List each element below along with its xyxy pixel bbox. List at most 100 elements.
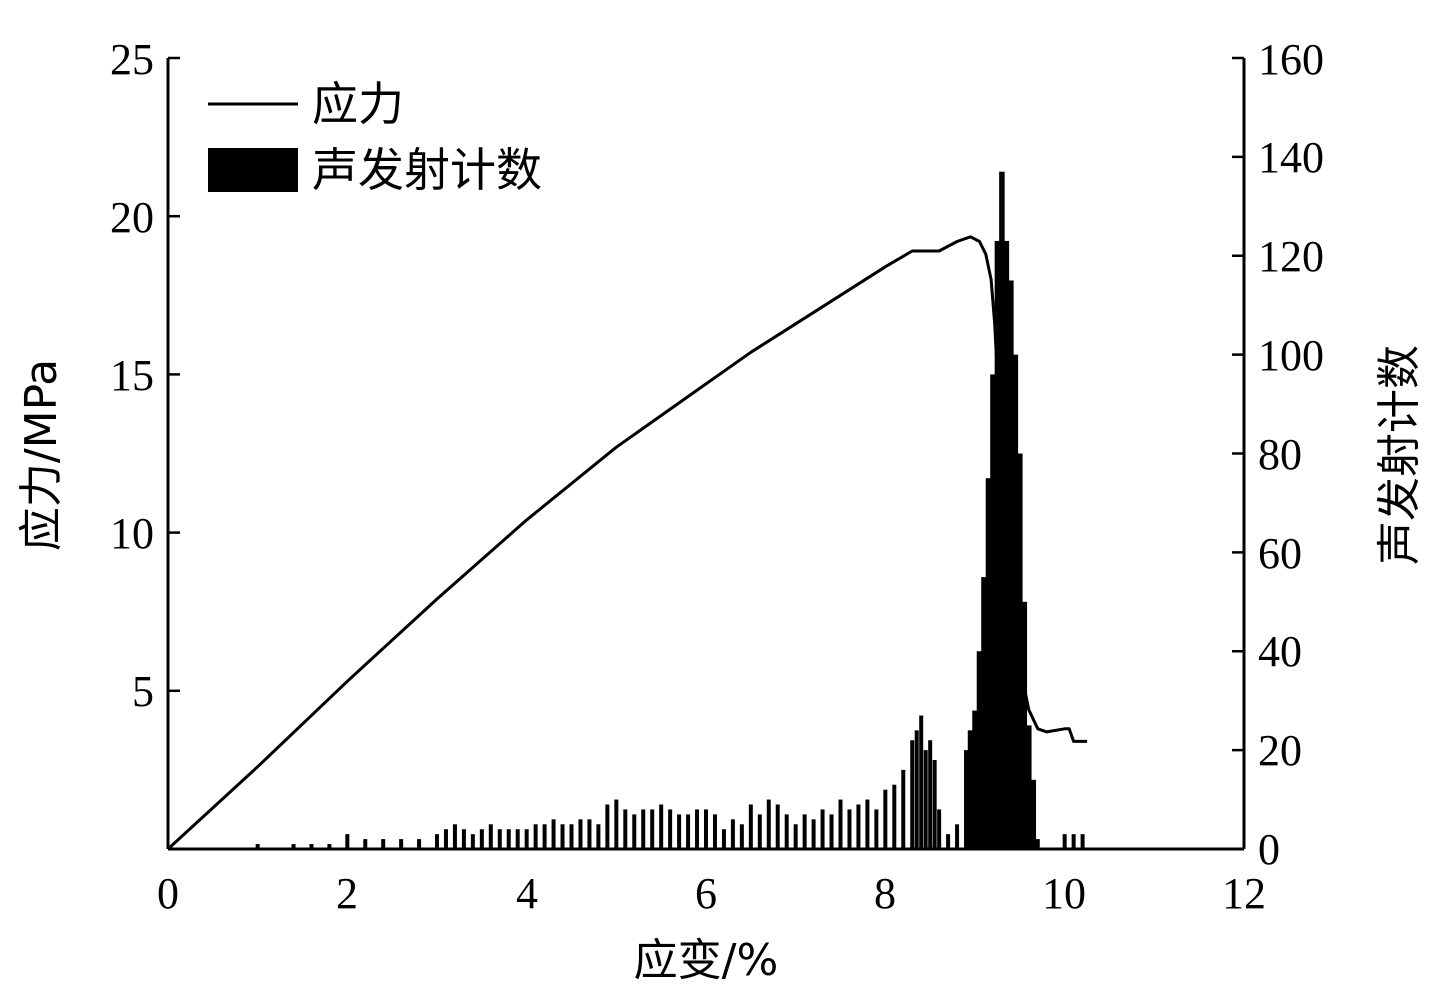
y-left-axis-title: 应力/MPa xyxy=(16,359,67,551)
ae-bar xyxy=(605,804,610,849)
ae-bar xyxy=(964,750,969,849)
ae-bar xyxy=(775,804,780,849)
x-tick-label: 0 xyxy=(157,869,179,918)
ae-bar xyxy=(928,740,933,849)
y-right-tick-label: 120 xyxy=(1258,232,1324,281)
stress-line-group xyxy=(166,235,1088,851)
ae-bar xyxy=(829,814,834,849)
ae-bar xyxy=(677,814,682,849)
ae-bar xyxy=(255,844,260,849)
ae-bar xyxy=(955,824,960,849)
y-right-tick-label: 20 xyxy=(1258,726,1302,775)
ae-bar xyxy=(363,839,368,849)
ae-bar xyxy=(668,809,673,849)
ae-bar xyxy=(623,809,628,849)
ae-bar xyxy=(919,715,924,849)
ae-bar xyxy=(985,478,992,849)
ae-bar xyxy=(533,824,538,849)
ae-bar xyxy=(461,829,466,849)
ae-bar xyxy=(1026,725,1032,849)
ae-bar xyxy=(999,171,1005,850)
ae-bar xyxy=(967,730,974,849)
ae-count-bars xyxy=(255,171,1085,850)
ae-bar xyxy=(1017,453,1023,849)
x-tick-label: 6 xyxy=(695,869,717,918)
ae-bar xyxy=(712,814,717,849)
y-right-axis-title: 声发射计数 xyxy=(1374,345,1425,565)
x-tick-label: 2 xyxy=(336,869,358,918)
y-left-tick-label: 5 xyxy=(132,667,154,716)
ae-bar xyxy=(874,809,879,849)
ae-bar xyxy=(497,829,502,849)
ae-bar xyxy=(435,834,439,849)
y-right-tick-label: 160 xyxy=(1258,35,1324,84)
ae-bar xyxy=(632,814,637,849)
ae-bar xyxy=(932,760,937,849)
ae-bar xyxy=(730,819,735,849)
ae-bar xyxy=(641,809,646,849)
x-tick-label: 8 xyxy=(874,869,896,918)
y-right-tick-label: 0 xyxy=(1258,825,1280,874)
ae-bar xyxy=(542,824,547,849)
ae-bar xyxy=(856,804,861,849)
x-tick-label: 4 xyxy=(516,869,538,918)
ae-bar xyxy=(695,809,700,849)
ae-bar xyxy=(587,819,592,849)
y-left-tick-label: 25 xyxy=(110,35,154,84)
ae-bar xyxy=(560,824,565,849)
ae-bar xyxy=(551,819,556,849)
ae-bar xyxy=(506,829,511,849)
ae-bar xyxy=(1035,839,1040,849)
ae-bar xyxy=(847,809,852,849)
ae-bar xyxy=(910,740,915,849)
ae-bar xyxy=(578,819,583,849)
ae-bar xyxy=(793,824,798,849)
ae-bar xyxy=(976,651,983,849)
stress-curve xyxy=(166,235,1088,851)
ae-bar xyxy=(748,804,753,849)
ae-bar xyxy=(704,809,708,849)
x-tick-label: 10 xyxy=(1042,869,1086,918)
ae-bar xyxy=(923,750,928,849)
ae-bar xyxy=(883,789,888,849)
ae-bar xyxy=(981,577,987,849)
ae-bar xyxy=(659,804,664,849)
ae-bar xyxy=(686,814,691,849)
ae-bar xyxy=(1008,280,1014,849)
ae-bar xyxy=(739,824,744,849)
y-right-tick-label: 60 xyxy=(1258,529,1302,578)
y-left-tick-label: 15 xyxy=(110,351,154,400)
ae-bar xyxy=(596,824,601,849)
x-tick-label: 12 xyxy=(1222,869,1266,918)
y-right-tick-label: 140 xyxy=(1258,133,1324,182)
ae-bar xyxy=(443,829,448,849)
y-left-tick-label: 10 xyxy=(110,509,154,558)
ae-bar xyxy=(901,769,906,849)
ae-bar xyxy=(757,814,762,849)
ae-bar xyxy=(614,799,619,849)
legend-label-ae: 声发射计数 xyxy=(312,143,542,197)
x-axis-title: 应变/% xyxy=(634,935,779,986)
ae-bar xyxy=(1030,779,1037,849)
legend-label-stress: 应力 xyxy=(312,77,404,131)
ae-bar xyxy=(650,809,655,849)
ae-bar xyxy=(569,824,574,849)
ae-bar xyxy=(820,809,825,849)
ae-bar xyxy=(892,784,897,849)
ae-bar xyxy=(381,839,386,849)
ae-bar xyxy=(327,844,332,849)
ae-bar xyxy=(470,834,475,849)
ae-bar xyxy=(1071,834,1076,849)
ae-bar xyxy=(946,834,951,849)
ae-bar xyxy=(1080,834,1085,849)
ae-bar xyxy=(452,824,457,849)
ae-bar xyxy=(417,839,422,849)
ae-bar xyxy=(479,829,484,849)
ae-bar xyxy=(994,240,1001,849)
ae-bar xyxy=(1021,601,1028,849)
ae-bar xyxy=(515,829,520,849)
ae-bar xyxy=(865,799,870,849)
y-right-tick-label: 40 xyxy=(1258,627,1302,676)
ae-bar xyxy=(309,844,314,849)
